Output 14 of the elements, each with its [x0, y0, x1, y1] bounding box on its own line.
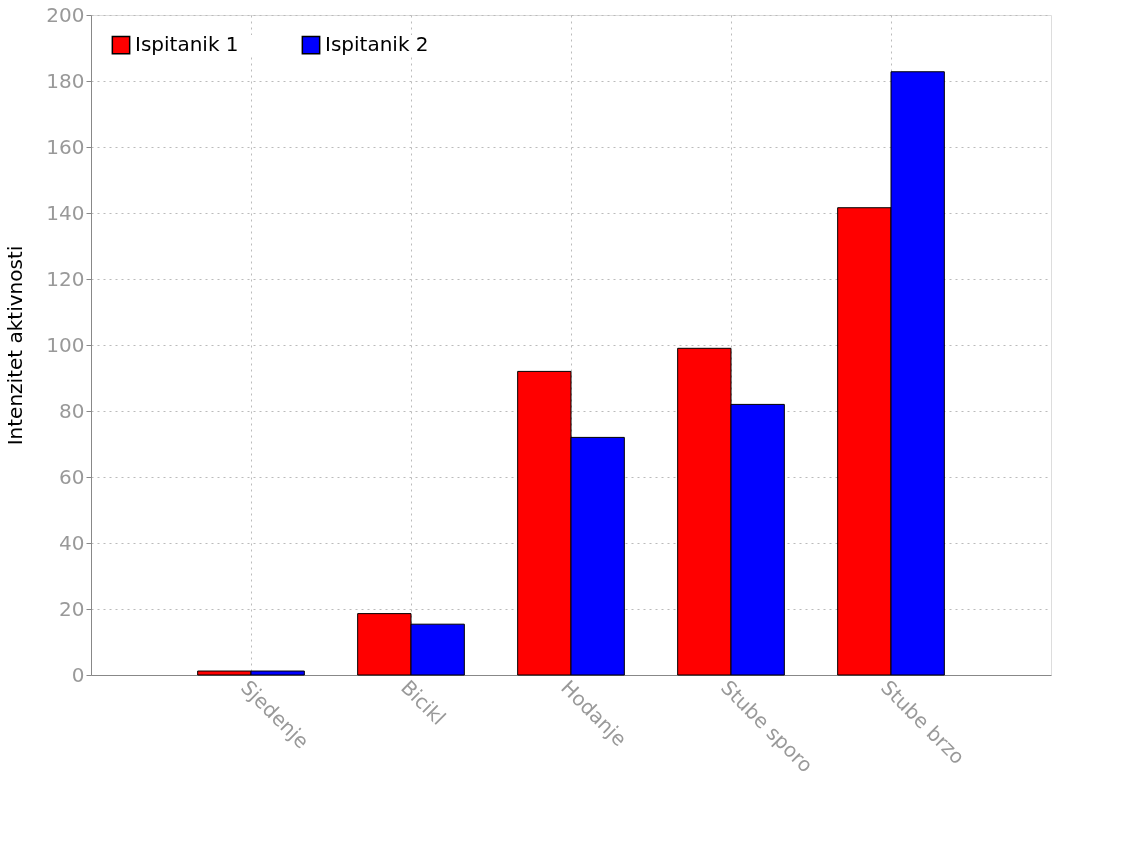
y-tick-label: 100: [46, 332, 85, 357]
y-tick-label: 40: [59, 530, 85, 555]
y-tick-label: 140: [46, 200, 85, 225]
y-tick-label: 0: [71, 662, 85, 687]
y-tick-label: 20: [59, 596, 85, 621]
y-tick-label: 180: [46, 68, 85, 93]
y-tick-label: 200: [46, 2, 85, 27]
y-tick-label: 80: [59, 398, 85, 423]
y-tick-label: 60: [59, 464, 85, 489]
y-axis-title: Intenzitet aktivnosti: [3, 245, 28, 446]
y-tick-label: 120: [46, 266, 85, 291]
legend-label: Ispitanik 2: [325, 32, 429, 57]
y-tick-label: 160: [46, 134, 85, 159]
legend-label: Ispitanik 1: [135, 32, 239, 57]
